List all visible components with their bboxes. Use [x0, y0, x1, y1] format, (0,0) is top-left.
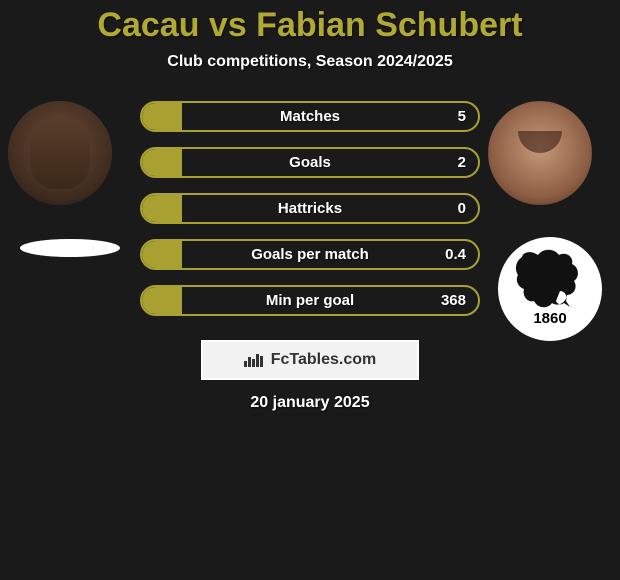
stat-bar: Hattricks0 [140, 193, 480, 224]
stat-value: 0 [458, 195, 466, 222]
bars-icon [244, 354, 263, 367]
player-left-avatar [8, 101, 112, 205]
stat-label: Goals per match [142, 241, 478, 268]
player-right-avatar [488, 101, 592, 205]
page-title: Cacau vs Fabian Schubert [97, 6, 522, 45]
stat-value: 5 [458, 103, 466, 130]
stat-bar: Goals per match0.4 [140, 239, 480, 270]
stat-label: Min per goal [142, 287, 478, 314]
date-text: 20 january 2025 [250, 394, 369, 412]
stat-value: 2 [458, 149, 466, 176]
player-right-club-badge: 1860 [498, 237, 602, 341]
stat-bar: Goals2 [140, 147, 480, 178]
stats-list: Matches5Goals2Hattricks0Goals per match0… [140, 101, 480, 316]
stat-bar: Matches5 [140, 101, 480, 132]
watermark: FcTables.com [201, 340, 419, 380]
infographic-root: Cacau vs Fabian Schubert Club competitio… [0, 0, 620, 580]
stat-value: 0.4 [445, 241, 466, 268]
player-left-flag [20, 239, 120, 257]
subtitle: Club competitions, Season 2024/2025 [167, 53, 452, 71]
watermark-text: FcTables.com [271, 351, 377, 369]
comparison-section: 1860 Matches5Goals2Hattricks0Goals per m… [0, 101, 620, 316]
stat-label: Matches [142, 103, 478, 130]
stat-label: Hattricks [142, 195, 478, 222]
club-badge-year: 1860 [498, 310, 602, 327]
stat-bar: Min per goal368 [140, 285, 480, 316]
lion-icon [512, 247, 588, 313]
stat-value: 368 [441, 287, 466, 314]
stat-label: Goals [142, 149, 478, 176]
